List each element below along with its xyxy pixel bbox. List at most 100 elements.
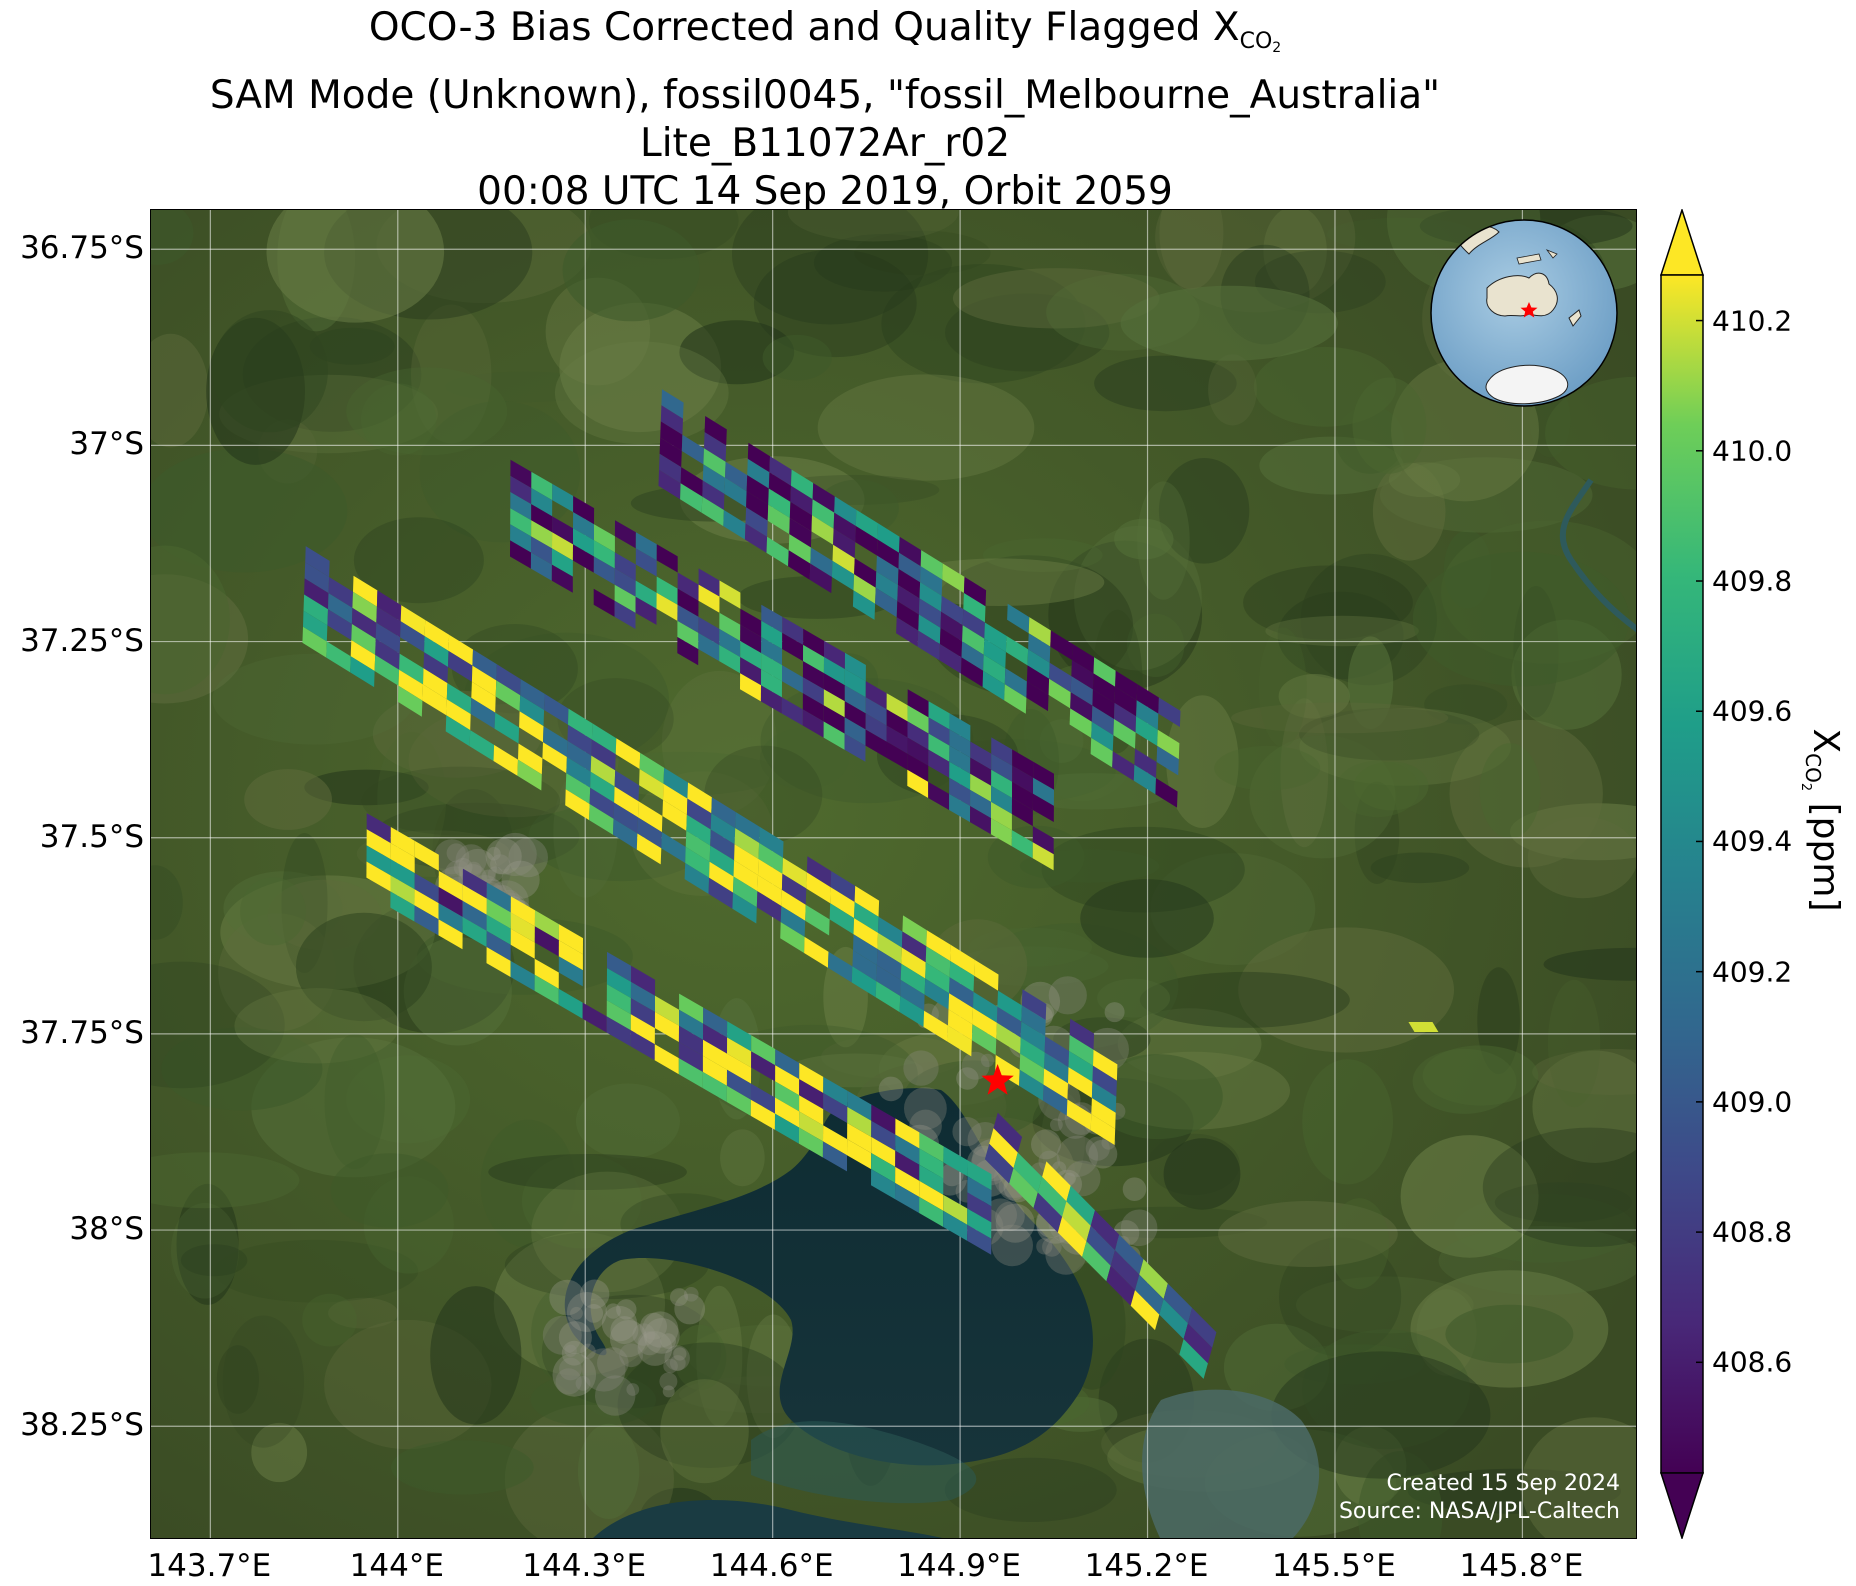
sounding-pixel [950, 944, 975, 976]
sounding-pixel [660, 421, 683, 451]
sounding-pixel [552, 532, 573, 561]
target-marker[interactable] [981, 1064, 1014, 1095]
satellite-map [151, 210, 1636, 1538]
sounding-pixel [438, 919, 463, 950]
sounding-pixel [558, 988, 583, 1019]
created-date: Created 15 Sep 2024 [1386, 1471, 1621, 1496]
sounding-pixel [895, 1183, 920, 1213]
sounding-pixel [1134, 748, 1157, 779]
sounding-pixel [606, 968, 631, 999]
sounding-pixel [983, 654, 1006, 685]
terrain-patch [161, 1027, 323, 1111]
sounding-pixel [351, 624, 376, 655]
sounding-pixel [939, 644, 962, 674]
sounding-pixel [982, 670, 1005, 701]
map-panel[interactable]: Created 15 Sep 2024 Source: NASA/JPL-Cal… [150, 209, 1637, 1539]
sounding-pixel [519, 695, 545, 727]
terrain-patch [945, 293, 1110, 372]
sounding-pixel [423, 668, 448, 700]
sounding-pixel [398, 669, 423, 701]
sounding-pixel [1021, 1005, 1046, 1037]
sounding-pixel [758, 842, 783, 874]
sounding-pixel [747, 442, 770, 473]
sounding-pixel [510, 540, 531, 569]
sounding-pixel [663, 767, 688, 799]
sounding-pixel [751, 1051, 776, 1082]
sounding-pixel [740, 657, 762, 686]
urban-patch [487, 866, 503, 882]
sounding-pixel [875, 587, 898, 618]
sounding-pixel [727, 1021, 752, 1052]
sounding-pixel [833, 528, 856, 559]
sounding-pixel [446, 699, 471, 731]
sounding-pixel [589, 804, 614, 835]
urban-patch [508, 837, 548, 878]
sounding-pixel [926, 930, 951, 961]
sounding-pixel [876, 965, 901, 996]
lon-label: 144.3°E [522, 1548, 647, 1584]
colorbar-tick-label: 410.0 [1712, 434, 1793, 468]
sounding-pixel [769, 456, 792, 486]
antarctica-shape [1485, 364, 1569, 405]
sounding-pixel [573, 496, 595, 525]
sounding-pixel [924, 978, 950, 1010]
urban-patch [995, 1203, 1035, 1243]
sounding-pixel [735, 812, 760, 843]
sounding-pixel [782, 616, 804, 645]
terrain-patch [759, 728, 849, 790]
sounding-pixel [708, 877, 733, 909]
sounding-pixel [871, 1104, 896, 1135]
sounding-pixel [520, 679, 545, 710]
terrain-patch [430, 1286, 522, 1425]
terrain-patch [1271, 1351, 1491, 1479]
terrain-patch [1370, 852, 1470, 884]
terrain-patch [171, 1202, 239, 1299]
sounding-pixel [928, 749, 950, 778]
sounding-pixel [414, 905, 439, 936]
urban-patch [664, 1345, 690, 1371]
sounding-pixel [594, 524, 615, 553]
sounding-pixel [844, 701, 866, 730]
sounding-pixel [495, 680, 521, 712]
terrain-patch [223, 871, 343, 946]
sounding-pixel [1135, 716, 1158, 746]
sounding-pixel [607, 951, 632, 982]
sounding-pixel [1011, 830, 1033, 859]
sounding-pixel [375, 638, 400, 670]
lat-label: 37.75°S [20, 1014, 144, 1051]
sounding-pixel [940, 611, 963, 642]
urban-patch [455, 844, 487, 876]
sounding-pixel [993, 1112, 1023, 1153]
sounding-pixel [698, 584, 720, 613]
sounding-pixel [531, 471, 553, 501]
sounding-pixel [1071, 660, 1094, 690]
sounding-pixel [702, 1072, 727, 1102]
sounding-pixel [896, 617, 919, 647]
terrain-patch [1302, 1059, 1393, 1185]
sounding-pixel [680, 483, 703, 513]
terrain-patch [1372, 462, 1446, 561]
urban-patch [1088, 1139, 1118, 1169]
credit-text: Created 15 Sep 2024 Source: NASA/JPL-Cal… [1339, 1470, 1620, 1526]
sounding-pixel [1112, 751, 1135, 781]
sounding-pixel [823, 1076, 848, 1107]
sounding-pixel [799, 1111, 824, 1142]
sounding-pixel [448, 634, 473, 666]
sounding-pixel [1106, 1265, 1135, 1306]
urban-patch [637, 1331, 662, 1356]
terrain-patch [1543, 947, 1636, 981]
sounding-pixel [939, 627, 963, 658]
sounding-pixel [781, 697, 803, 726]
sounding-pixel [983, 638, 1006, 669]
terrain-patch [1265, 615, 1419, 647]
terrain-patch [1482, 1127, 1636, 1247]
urban-patch [542, 1315, 582, 1355]
sounding-pixel [789, 501, 812, 532]
sounding-pixel [782, 632, 804, 662]
lon-label: 143.7°E [147, 1548, 272, 1584]
sounding-pixel [920, 550, 943, 580]
sounding-pixel [677, 588, 699, 617]
sounding-pixel [740, 641, 762, 670]
sounding-pixel [719, 628, 741, 658]
sounding-pixel [996, 1006, 1022, 1038]
